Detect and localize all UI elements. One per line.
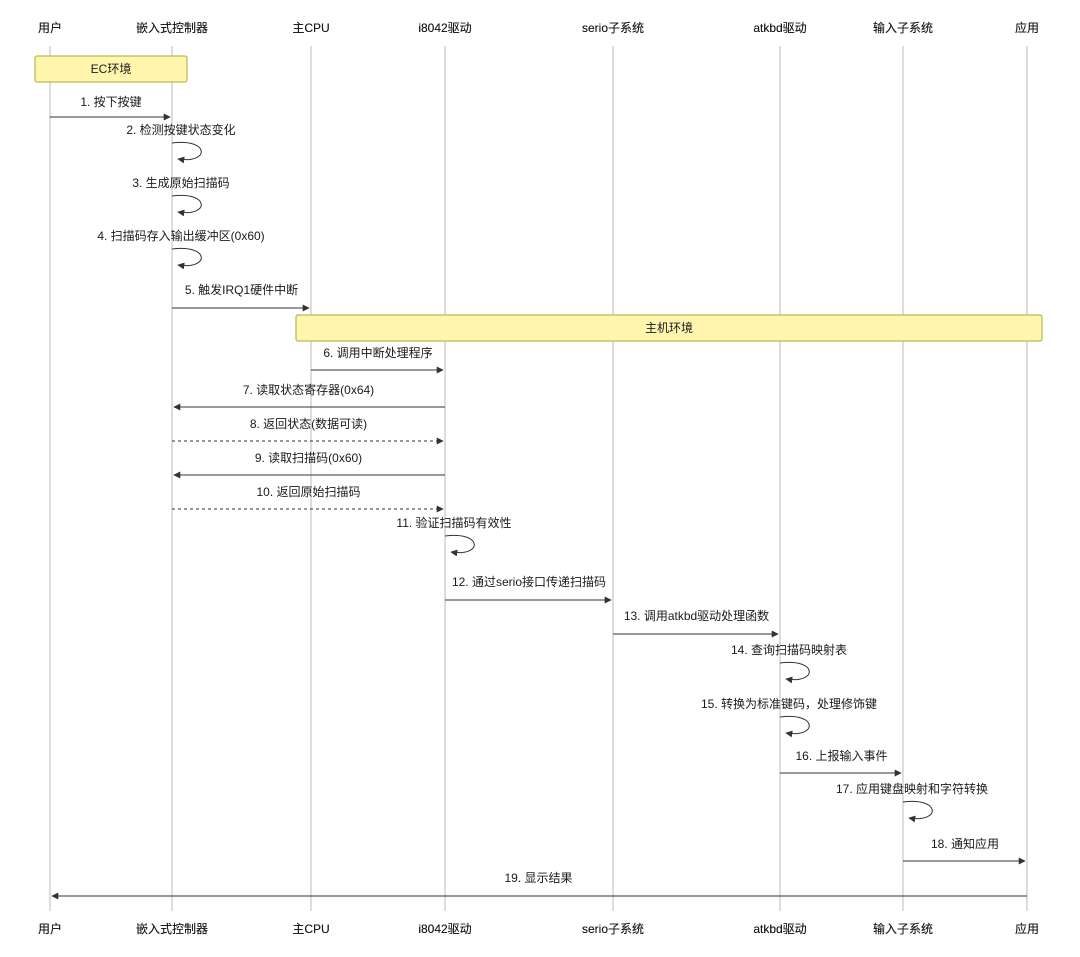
actor-top-2-label: 主CPU xyxy=(292,21,329,35)
actor-top-7: 应用 xyxy=(1015,20,1039,35)
actor-top-1: 嵌入式控制器 xyxy=(136,21,208,35)
actor-top-0-label: 用户 xyxy=(38,20,62,35)
actor-bottom-1-label: 嵌入式控制器 xyxy=(136,922,208,936)
message-label-4: 4. 扫描码存入输出缓冲区(0x60) xyxy=(97,228,264,243)
actor-top-6-label: 输入子系统 xyxy=(873,20,933,35)
actor-top-1-label: 嵌入式控制器 xyxy=(136,21,208,35)
note-1-label: 主机环境 xyxy=(645,320,693,335)
actor-bottom-6-label: 输入子系统 xyxy=(873,921,933,936)
actor-bottom-2-label: 主CPU xyxy=(292,922,329,936)
actor-bottom-7-label: 应用 xyxy=(1015,921,1039,936)
message-selfloop-17 xyxy=(902,800,933,823)
actor-top-6: 输入子系统 xyxy=(873,20,933,35)
actor-bottom-5-label: atkbd驱动 xyxy=(753,922,806,936)
note-0-label: EC环境 xyxy=(91,61,132,76)
actor-top-3-label: i8042驱动 xyxy=(418,21,471,35)
actor-bottom-6: 输入子系统 xyxy=(873,921,933,936)
actor-bottom-3-label: i8042驱动 xyxy=(418,922,471,936)
message-label-18: 18. 通知应用 xyxy=(931,836,999,851)
message-label-9: 9. 读取扫描码(0x60) xyxy=(255,451,362,465)
actor-top-2-label: 主CPU xyxy=(292,21,329,35)
actor-bottom-3-label: i8042驱动 xyxy=(418,922,471,936)
actor-bottom-2-label: 主CPU xyxy=(292,922,329,936)
actor-bottom-2: 主CPU xyxy=(292,922,329,936)
actor-bottom-0-label: 用户 xyxy=(38,921,62,936)
actor-bottom-4-label: serio子系统 xyxy=(582,922,644,936)
message-label-1: 1. 按下按键 xyxy=(80,95,141,109)
message-label-8: 8. 返回状态(数据可读) xyxy=(250,416,367,431)
actor-top-3-label: i8042驱动 xyxy=(418,21,471,35)
actor-top-5-label: atkbd驱动 xyxy=(753,21,806,35)
message-label-3: 3. 生成原始扫描码 xyxy=(132,176,229,190)
note-1: 主机环境 xyxy=(295,314,1043,342)
actor-bottom-7-label: 应用 xyxy=(1015,921,1039,936)
actor-bottom-0-label: 用户 xyxy=(38,921,62,936)
message-selfloop-3 xyxy=(171,194,202,217)
actor-top-4-label: serio子系统 xyxy=(582,21,644,35)
actor-top-6-label: 输入子系统 xyxy=(873,20,933,35)
message-label-11: 11. 验证扫描码有效性 xyxy=(396,515,511,530)
message-selfloop-14 xyxy=(779,661,810,684)
message-label-15: 15. 转换为标准键码，处理修饰键 xyxy=(701,696,877,711)
message-selfloop-4 xyxy=(171,247,202,270)
actor-bottom-5: atkbd驱动 xyxy=(753,922,806,936)
actor-top-0: 用户 xyxy=(38,20,62,35)
actor-top-4-label: serio子系统 xyxy=(582,21,644,35)
message-label-6: 6. 调用中断处理程序 xyxy=(323,345,432,360)
actor-bottom-5-label: atkbd驱动 xyxy=(753,922,806,936)
note-0-box xyxy=(34,55,188,83)
message-label-16: 16. 上报输入事件 xyxy=(795,748,887,763)
message-label-19: 19. 显示结果 xyxy=(504,871,572,885)
actor-bottom-7: 应用 xyxy=(1015,921,1039,936)
actor-top-4: serio子系统 xyxy=(582,21,644,35)
actor-bottom-6-label: 输入子系统 xyxy=(873,921,933,936)
actor-bottom-4: serio子系统 xyxy=(582,922,644,936)
message-label-2: 2. 检测按键状态变化 xyxy=(126,122,235,137)
message-label-17: 17. 应用键盘映射和字符转换 xyxy=(836,781,988,796)
actor-top-7-label: 应用 xyxy=(1015,20,1039,35)
actor-top-1-label: 嵌入式控制器 xyxy=(136,21,208,35)
actor-bottom-3: i8042驱动 xyxy=(418,922,471,936)
message-label-7: 7. 读取状态寄存器(0x64) xyxy=(243,382,374,397)
note-0: EC环境 xyxy=(34,55,188,83)
actor-top-2: 主CPU xyxy=(292,21,329,35)
message-label-10: 10. 返回原始扫描码 xyxy=(256,485,360,499)
note-1-box xyxy=(295,314,1043,342)
actor-bottom-0: 用户 xyxy=(38,921,62,936)
actor-bottom-1-label: 嵌入式控制器 xyxy=(136,922,208,936)
actor-bottom-1: 嵌入式控制器 xyxy=(136,922,208,936)
actor-top-7-label: 应用 xyxy=(1015,20,1039,35)
message-selfloop-11 xyxy=(444,534,475,557)
message-label-12: 12. 通过serio接口传递扫描码 xyxy=(452,574,606,589)
actor-top-3: i8042驱动 xyxy=(418,21,471,35)
actor-bottom-4-label: serio子系统 xyxy=(582,922,644,936)
message-label-14: 14. 查询扫描码映射表 xyxy=(731,642,847,657)
message-label-5: 5. 触发IRQ1硬件中断 xyxy=(185,282,298,297)
message-selfloop-15 xyxy=(779,715,810,738)
actor-top-5-label: atkbd驱动 xyxy=(753,21,806,35)
actor-top-5: atkbd驱动 xyxy=(753,21,806,35)
message-label-13: 13. 调用atkbd驱动处理函数 xyxy=(624,608,769,623)
actor-top-0-label: 用户 xyxy=(38,20,62,35)
message-selfloop-2 xyxy=(171,141,202,164)
